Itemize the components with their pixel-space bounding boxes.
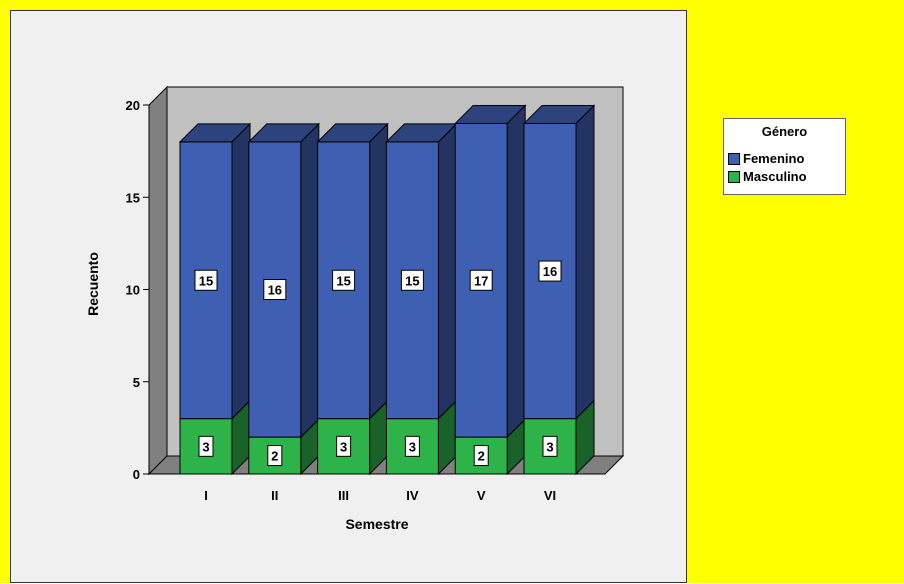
legend-label-femenino: Femenino — [743, 151, 805, 166]
data-label-box — [400, 269, 424, 291]
data-label-femenino-V: 17 — [474, 273, 488, 288]
legend: Género Femenino Masculino — [723, 118, 846, 195]
data-label-masculino-II: 2 — [271, 449, 278, 464]
bar-segment-masculino-III: 3 — [317, 399, 389, 476]
data-label-box — [538, 260, 562, 282]
bar-side — [437, 122, 457, 420]
bar-front — [523, 122, 577, 420]
x-tick-label-I: I — [204, 488, 208, 503]
bar-top — [316, 123, 389, 143]
y-tick-label: 0 — [133, 467, 140, 482]
x-axis-title: Semestre — [345, 516, 408, 532]
plot-panel: 0 5 10 15 20 Recuento Semestre 3 15 I 2 16 II 3 15 III 3… — [10, 10, 687, 583]
legend-item-femenino: Femenino — [728, 150, 804, 167]
data-label-box — [332, 269, 356, 291]
left-border — [0, 0, 10, 583]
y-tick-label: 20 — [126, 98, 140, 113]
data-label-femenino-III: 15 — [336, 273, 350, 288]
bar-segment-femenino-IV: 15 — [385, 122, 458, 420]
bar-top — [178, 123, 252, 143]
chart-svg: 0 5 10 15 20 Recuento Semestre 3 15 I 2 16 II 3 15 III 3… — [85, 85, 625, 532]
legend-item-masculino: Masculino — [728, 168, 807, 185]
data-label-box — [194, 269, 218, 291]
bar-segment-femenino-III: 15 — [316, 122, 389, 420]
data-label-box — [336, 435, 352, 457]
x-tick-label-VI: VI — [544, 488, 556, 503]
bar-top — [247, 123, 321, 143]
data-label-femenino-VI: 16 — [543, 264, 557, 279]
y-tick-label: 10 — [126, 283, 140, 298]
data-label-masculino-VI: 3 — [546, 439, 553, 454]
data-label-box — [404, 435, 420, 457]
x-tick-label-III: III — [338, 488, 349, 503]
data-label-femenino-IV: 15 — [405, 273, 419, 288]
bar-side — [231, 122, 251, 420]
bar-segment-femenino-II: 16 — [247, 122, 321, 439]
bar-side — [369, 122, 389, 420]
bar-segment-femenino-I: 15 — [178, 122, 252, 420]
data-label-box — [198, 435, 214, 457]
bar-side — [506, 104, 526, 439]
data-label-masculino-V: 2 — [478, 449, 485, 464]
data-label-masculino-I: 3 — [202, 439, 209, 454]
y-tick-label: 15 — [126, 190, 140, 205]
bar-segment-femenino-VI: 16 — [522, 104, 596, 420]
legend-title: Género — [761, 124, 808, 139]
x-tick-label-II: II — [271, 488, 278, 503]
bar-segment-femenino-V: 17 — [453, 104, 527, 439]
bar-top — [522, 104, 596, 124]
bar-top — [453, 104, 527, 124]
y-tick-label: 5 — [133, 375, 140, 390]
data-label-femenino-II: 16 — [268, 283, 282, 298]
data-label-masculino-III: 3 — [340, 439, 347, 454]
data-label-box — [469, 269, 493, 291]
data-label-femenino-I: 15 — [199, 273, 213, 288]
side-wall — [148, 85, 168, 476]
data-label-box — [263, 279, 287, 300]
x-tick-label-V: V — [477, 488, 486, 503]
legend-label-masculino: Masculino — [743, 169, 807, 184]
y-axis-title: Recuento — [85, 252, 101, 316]
legend-swatch-masculino — [728, 170, 740, 183]
data-label-box — [473, 445, 489, 467]
data-label-box — [542, 435, 558, 457]
bar-segment-masculino-IV: 3 — [385, 399, 457, 476]
legend-swatch-femenino — [728, 152, 740, 165]
data-label-masculino-IV: 3 — [409, 439, 416, 454]
x-tick-label-IV: IV — [406, 488, 419, 503]
data-label-box — [267, 445, 283, 467]
bar-side — [575, 104, 595, 420]
bar-side — [300, 122, 320, 439]
